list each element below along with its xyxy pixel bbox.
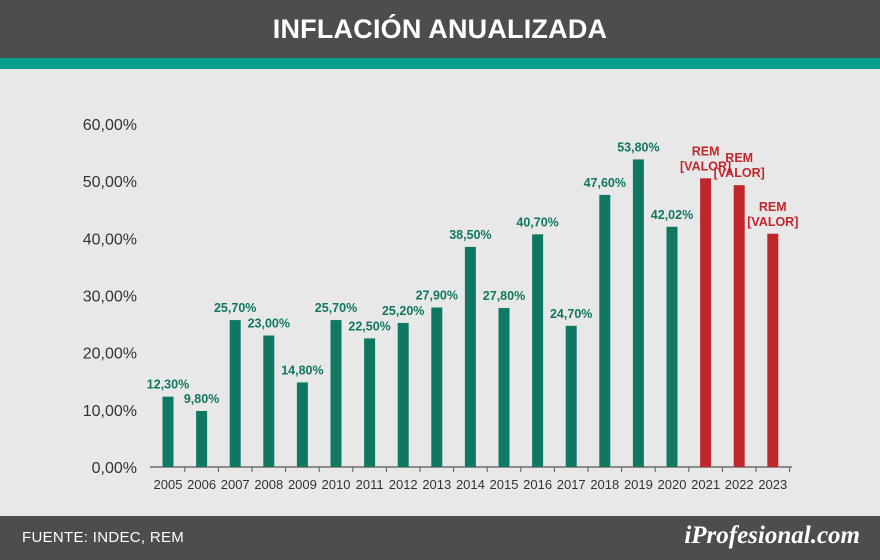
x-tick-label: 2020	[658, 477, 687, 492]
data-label: 14,80%	[281, 363, 323, 377]
x-tick-label: 2006	[187, 477, 216, 492]
data-label: 23,00%	[248, 317, 290, 331]
data-label: 25,70%	[214, 301, 256, 315]
bar	[498, 308, 510, 467]
bar	[565, 325, 577, 467]
bar-chart: 0,00% 10,00% 20,00% 30,00% 40,00% 50,00% 60,00…	[83, 117, 799, 492]
x-tick-label: 2014	[456, 477, 485, 492]
bar	[364, 338, 376, 467]
footer-bar: FUENTE: INDEC, REM iProfesional.com	[0, 516, 880, 560]
chart-title: INFLACIÓN ANUALIZADA	[272, 13, 608, 44]
source-note: FUENTE: INDEC, REM	[22, 529, 185, 546]
data-label: 53,80%	[617, 140, 659, 154]
bar	[196, 410, 208, 467]
y-tick-label: 20,00%	[83, 346, 137, 363]
y-tick-label: 40,00%	[83, 231, 137, 248]
y-tick-label: 0,00%	[92, 460, 137, 477]
data-label: 47,60%	[584, 176, 626, 190]
data-label: 27,90%	[416, 289, 458, 303]
bar	[464, 246, 476, 467]
y-tick-label: 60,00%	[83, 117, 137, 134]
chart-area: 0,00% 10,00% 20,00% 30,00% 40,00% 50,00% 60,00…	[0, 69, 880, 516]
x-tick-label: 2023	[758, 477, 787, 492]
x-tick-label: 2007	[221, 477, 250, 492]
x-tick-label: 2019	[624, 477, 653, 492]
y-tick-label: 30,00%	[83, 289, 137, 306]
data-label: 12,30%	[147, 378, 189, 392]
bar	[431, 307, 443, 467]
bar	[632, 159, 644, 467]
x-tick-label: 2009	[288, 477, 317, 492]
data-label: 42,02%	[651, 208, 693, 222]
x-tick-label: 2015	[490, 477, 519, 492]
data-label: 27,80%	[483, 289, 525, 303]
bar	[397, 322, 409, 467]
bar	[162, 396, 174, 467]
x-tick-label: 2010	[322, 477, 351, 492]
data-label: 38,50%	[449, 228, 491, 242]
bar	[599, 194, 611, 467]
data-label: 22,50%	[348, 319, 390, 333]
bar	[532, 234, 544, 467]
data-label: 9,80%	[184, 392, 219, 406]
bar	[330, 320, 342, 467]
data-label: 40,70%	[516, 215, 558, 229]
brand-logo[interactable]: iProfesional.com	[684, 522, 860, 549]
x-tick-label: 2011	[356, 477, 384, 492]
accent-bar	[0, 58, 880, 69]
bar	[767, 233, 779, 467]
y-tick-label: 50,00%	[83, 174, 137, 191]
data-label: 24,70%	[550, 307, 592, 321]
bar	[733, 185, 745, 467]
x-tick-label: 2022	[725, 477, 754, 492]
data-label: REM [VALOR]	[680, 144, 731, 173]
bar	[666, 226, 678, 467]
x-tick-label: 2008	[254, 477, 283, 492]
x-tick-label: 2021	[691, 477, 720, 492]
x-tick-label: 2016	[523, 477, 552, 492]
data-label: 25,20%	[382, 304, 424, 318]
bar	[229, 320, 241, 467]
x-tick-label: 2005	[154, 477, 183, 492]
data-label: REM [VALOR]	[747, 200, 798, 229]
x-tick-label: 2017	[557, 477, 586, 492]
bar	[296, 382, 308, 467]
x-tick-label: 2012	[389, 477, 418, 492]
bar	[263, 335, 275, 467]
data-label: 25,70%	[315, 301, 357, 315]
title-bar: INFLACIÓN ANUALIZADA	[0, 0, 880, 58]
y-tick-label: 10,00%	[83, 403, 137, 420]
x-tick-label: 2018	[590, 477, 619, 492]
bar	[700, 178, 712, 467]
data-label: REM [VALOR]	[714, 151, 765, 180]
x-tick-label: 2013	[422, 477, 451, 492]
